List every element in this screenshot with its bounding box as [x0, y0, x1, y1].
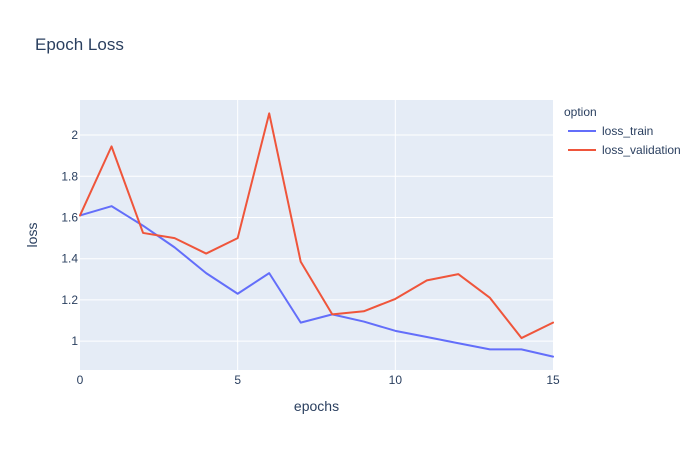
x-tick-label: 15 [546, 373, 560, 387]
x-tick-label: 5 [234, 373, 241, 387]
series-line-loss-validation [79, 112, 554, 340]
x-tick-label: 0 [77, 373, 84, 387]
y-tick-label: 1.8 [61, 169, 78, 183]
gridlines [80, 100, 553, 370]
legend-label: loss_train [602, 124, 653, 138]
legend-items: loss_train loss_validation [568, 124, 681, 157]
series-line-loss-train [79, 205, 554, 358]
legend: option loss_train loss_validation [564, 105, 681, 157]
x-axis-title: epochs [294, 398, 339, 414]
y-tick-label: 1.4 [61, 252, 78, 266]
y-tick-label: 2 [71, 128, 78, 142]
y-axis-title: loss [24, 223, 40, 248]
y-tick-label: 1.2 [61, 293, 78, 307]
y-tick-label: 1.6 [61, 210, 78, 224]
chart-title: Epoch Loss [35, 35, 124, 54]
legend-label: loss_validation [602, 143, 681, 157]
y-tick-label: 1 [71, 334, 78, 348]
x-axis-ticks: 0 5 10 15 [77, 373, 560, 387]
series-lines [79, 112, 554, 358]
legend-title: option [564, 105, 597, 119]
x-tick-label: 10 [389, 373, 403, 387]
y-axis-ticks: 1 1.2 1.4 1.6 1.8 2 [61, 128, 78, 348]
